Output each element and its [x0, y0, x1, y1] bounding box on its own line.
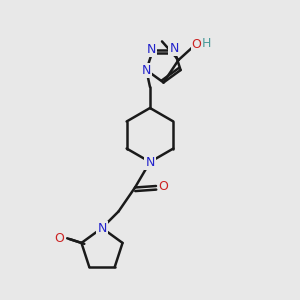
Text: N: N [145, 155, 155, 169]
Text: N: N [142, 64, 151, 76]
Text: H: H [202, 37, 211, 50]
Text: O: O [192, 38, 201, 51]
Text: O: O [54, 232, 64, 245]
Text: N: N [147, 44, 156, 56]
Text: N: N [97, 221, 107, 235]
Text: N: N [169, 42, 179, 55]
Text: O: O [159, 179, 168, 193]
